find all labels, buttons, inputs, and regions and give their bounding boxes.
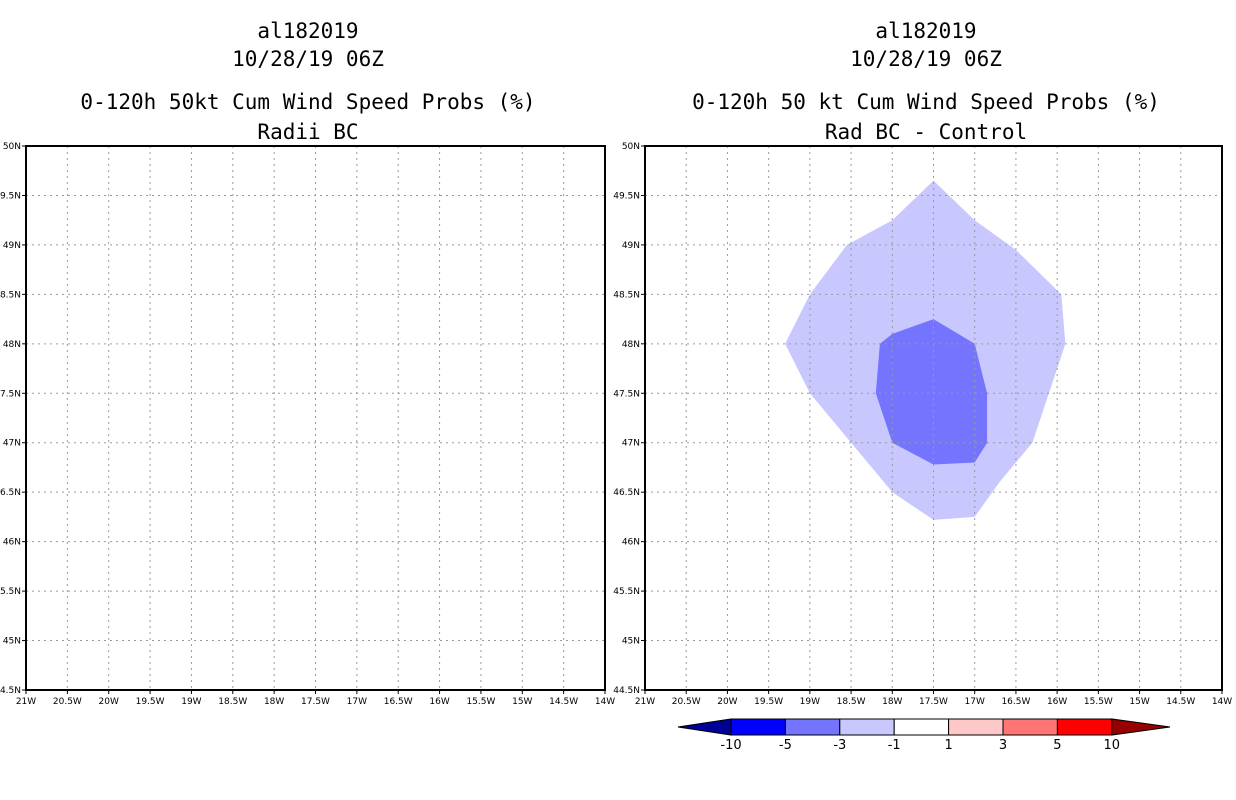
- x-tick-label: 20W: [717, 697, 737, 707]
- x-tick-label: 15.5W: [466, 697, 495, 707]
- left-chart-title: 0-120h 50kt Cum Wind Speed Probs (%): [80, 90, 535, 114]
- x-tick-label: 16.5W: [384, 697, 413, 707]
- right-storm-id: al182019: [875, 19, 976, 43]
- left-map-panel: 21W 20.5W 20W 19.5W 19W 18.5W 18W 17.5W 17W 16.5W…: [0, 142, 615, 707]
- colorbar-box: [730, 718, 786, 736]
- colorbar: -10 -5 -3 -1 1 3 5 10: [677, 718, 1171, 753]
- x-tick-label: 15W: [512, 697, 532, 707]
- left-storm-id: al182019: [257, 19, 358, 43]
- colorbar-label: -5: [779, 738, 792, 753]
- y-tick-label: 44.5N: [0, 686, 21, 696]
- colorbar-box: [948, 718, 1004, 736]
- colorbar-label: 3: [999, 738, 1007, 753]
- colorbar-label: -3: [833, 738, 846, 753]
- x-tick-label: 14W: [595, 697, 615, 707]
- x-tick-label: 15W: [1129, 697, 1149, 707]
- colorbar-arrow-high: [1111, 718, 1171, 736]
- x-tick-label: 18W: [882, 697, 902, 707]
- contour-region-1: [875, 319, 988, 465]
- map-frame: [25, 145, 606, 691]
- y-tick-label: 44.5N: [613, 686, 640, 696]
- x-tick-label: 14.5W: [1166, 697, 1195, 707]
- y-tick-label: 45N: [622, 637, 640, 647]
- x-tick-label: 19.5W: [754, 697, 783, 707]
- x-tick-label: 17.5W: [919, 697, 948, 707]
- y-tick-label: 50N: [622, 142, 640, 152]
- y-tick-label: 48N: [622, 340, 640, 350]
- x-tick-label: 20.5W: [53, 697, 82, 707]
- colorbar-label: 5: [1053, 738, 1061, 753]
- y-tick-label: 49N: [622, 241, 640, 251]
- colorbar-arrow-low: [677, 718, 732, 736]
- map-frame: [644, 145, 1223, 691]
- colorbar-box: [839, 718, 895, 736]
- x-tick-label: 20W: [99, 697, 119, 707]
- colorbar-label: -10: [720, 738, 741, 753]
- x-tick-label: 17W: [347, 697, 367, 707]
- x-tick-label: 18.5W: [218, 697, 247, 707]
- x-tick-label: 16.5W: [1001, 697, 1030, 707]
- x-tick-label: 19.5W: [136, 697, 165, 707]
- y-tick-label: 45.5N: [0, 587, 21, 597]
- right-datetime: 10/28/19 06Z: [850, 47, 1002, 71]
- x-tick-label: 15.5W: [1084, 697, 1113, 707]
- y-tick-label: 47N: [622, 439, 640, 449]
- colorbar-box: [1056, 718, 1113, 736]
- x-tick-label: 21W: [635, 697, 655, 707]
- right-chart-title: 0-120h 50 kt Cum Wind Speed Probs (%): [692, 90, 1160, 114]
- x-tick-label: 17W: [965, 697, 985, 707]
- x-tick-label: 19W: [181, 697, 201, 707]
- x-tick-label: 18.5W: [837, 697, 866, 707]
- y-tick-label: 48.5N: [613, 290, 640, 300]
- y-tick-label: 48.5N: [0, 290, 21, 300]
- y-tick-label: 47.5N: [613, 389, 640, 399]
- y-tick-label: 46N: [622, 538, 640, 548]
- left-chart-subtitle: Radii BC: [257, 120, 358, 144]
- y-tick-label: 46.5N: [0, 488, 21, 498]
- x-tick-label: 17.5W: [301, 697, 330, 707]
- x-tick-label: 16W: [1047, 697, 1067, 707]
- colorbar-box: [893, 718, 950, 736]
- y-tick-label: 48N: [3, 340, 21, 350]
- colorbar-label: 1: [944, 738, 952, 753]
- y-tick-label: 49.5N: [613, 191, 640, 201]
- y-tick-label: 45.5N: [613, 587, 640, 597]
- y-tick-label: 45N: [3, 637, 21, 647]
- colorbar-box: [784, 718, 841, 736]
- colorbar-label: 10: [1104, 738, 1121, 753]
- y-tick-label: 46.5N: [613, 488, 640, 498]
- left-datetime: 10/28/19 06Z: [232, 47, 384, 71]
- colorbar-box: [1002, 718, 1058, 736]
- y-tick-label: 50N: [3, 142, 21, 152]
- y-tick-label: 49.5N: [0, 191, 21, 201]
- x-tick-label: 21W: [16, 697, 36, 707]
- y-tick-label: 47.5N: [0, 389, 21, 399]
- x-tick-label: 18W: [264, 697, 284, 707]
- right-map-panel: 21W 20.5W 20W 19.5W 19W 18.5W 18W 17.5W 17W 16.5W…: [613, 142, 1232, 707]
- x-tick-label: 16W: [429, 697, 449, 707]
- y-tick-label: 46N: [3, 538, 21, 548]
- x-tick-label: 19W: [800, 697, 820, 707]
- x-tick-label: 20.5W: [672, 697, 701, 707]
- x-tick-label: 14.5W: [549, 697, 578, 707]
- y-tick-label: 49N: [3, 241, 21, 251]
- right-chart-subtitle: Rad BC - Control: [825, 120, 1027, 144]
- x-tick-label: 14W: [1212, 697, 1232, 707]
- colorbar-label: -1: [888, 738, 901, 753]
- y-tick-label: 47N: [3, 439, 21, 449]
